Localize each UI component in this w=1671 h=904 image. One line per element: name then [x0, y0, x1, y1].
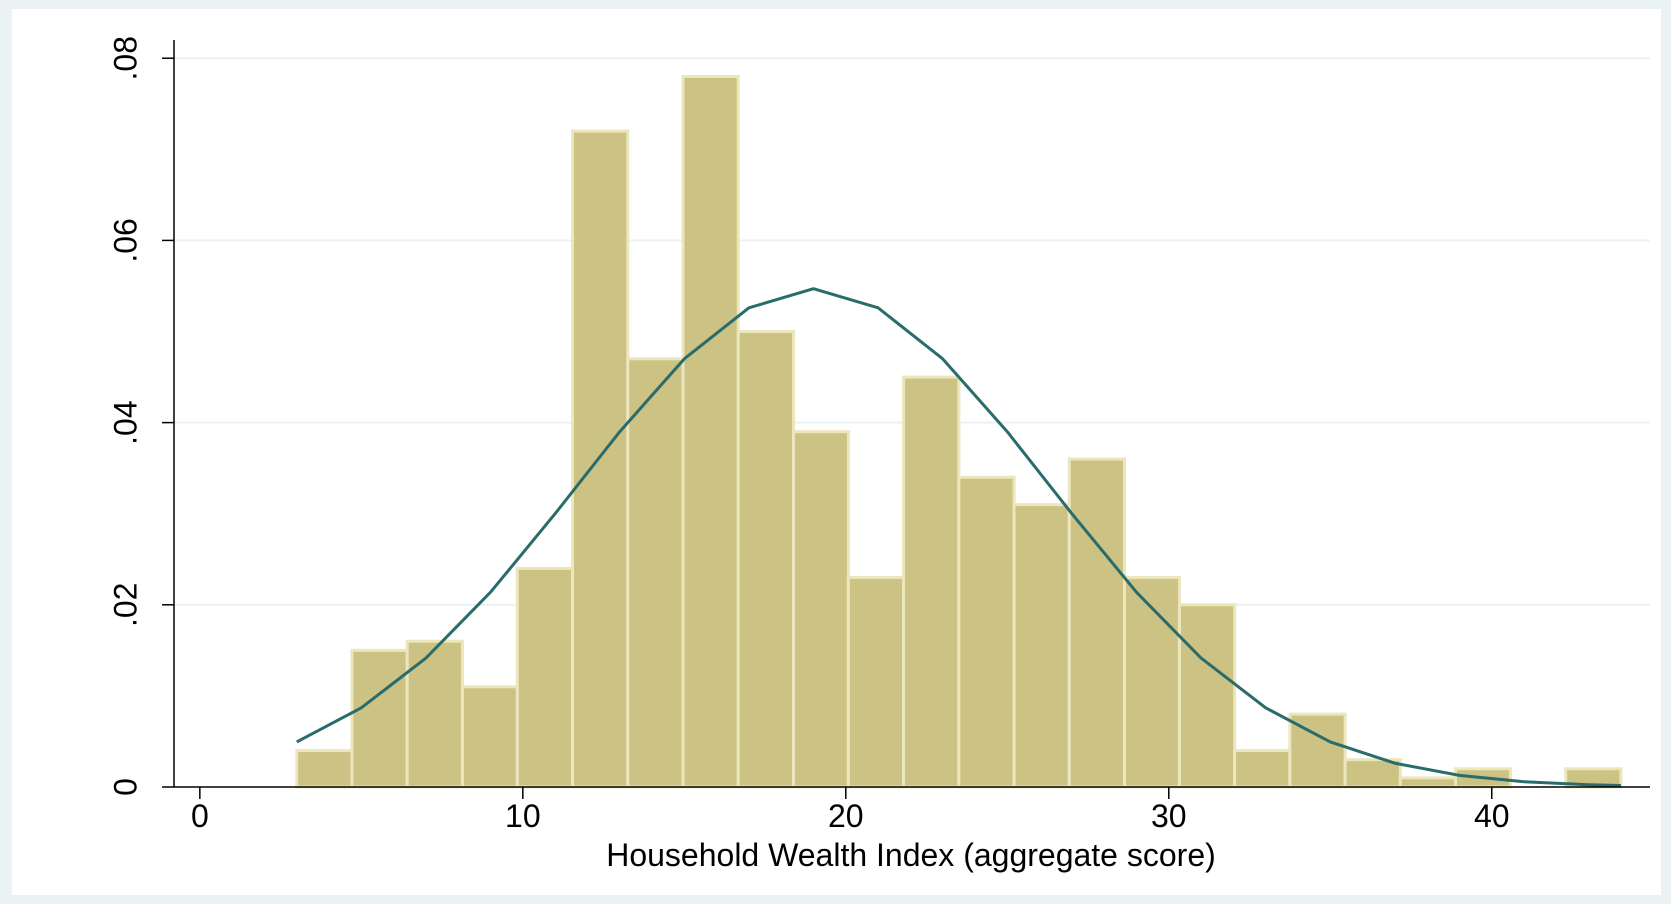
y-tick-label: .02: [107, 583, 143, 627]
bar: [902, 375, 961, 789]
y-tick-label: .08: [107, 36, 143, 80]
x-tick-label: 30: [1151, 798, 1187, 834]
bar: [460, 685, 519, 789]
x-tick-label: 40: [1474, 798, 1510, 834]
bar: [571, 129, 630, 789]
x-axis-title: Household Wealth Index (aggregate score): [606, 837, 1216, 873]
bar: [681, 74, 740, 789]
bar: [1067, 457, 1127, 789]
bar: [791, 430, 850, 789]
y-tick-label: .04: [107, 400, 143, 444]
bar: [405, 639, 464, 789]
y-tick-label: 0: [107, 778, 143, 796]
bar: [350, 648, 409, 789]
y-tick-label: .06: [107, 218, 143, 262]
bar: [1343, 758, 1402, 789]
bar: [1398, 776, 1458, 789]
bar: [736, 330, 795, 789]
bar: [515, 566, 575, 789]
bar: [295, 749, 354, 789]
bar: [1012, 503, 1071, 789]
x-tick-label: 0: [191, 798, 209, 834]
bar: [1233, 749, 1292, 789]
x-tick-label: 20: [828, 798, 864, 834]
bar: [846, 575, 906, 789]
x-tick-label: 10: [505, 798, 541, 834]
bar: [1123, 575, 1181, 789]
density-curve: [296, 287, 1621, 788]
bar: [626, 357, 685, 789]
bar: [957, 475, 1016, 789]
bar: [1177, 603, 1237, 789]
